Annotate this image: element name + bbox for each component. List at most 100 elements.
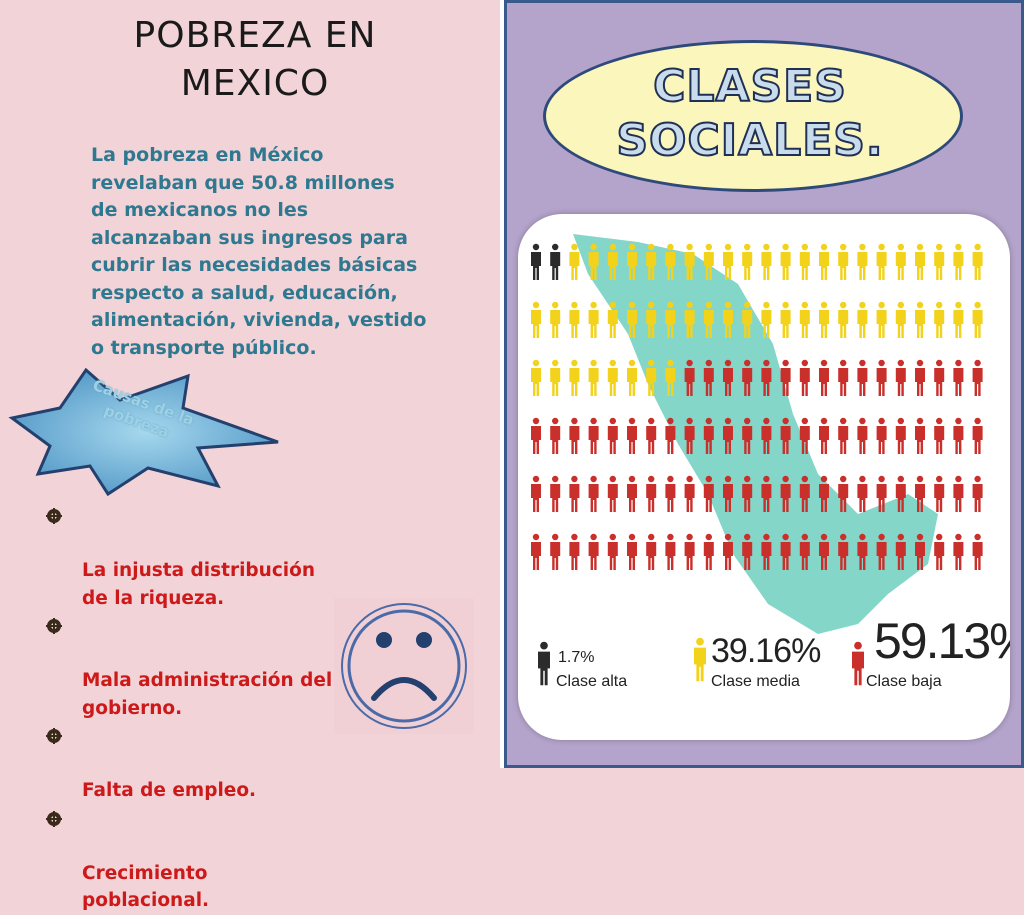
person-icon [703,243,714,280]
person-icon [531,359,541,396]
cause-text: Crecimiento poblacional. [82,862,210,912]
person-icon [723,243,733,280]
person-icon [569,301,580,338]
legend-item-media: 39.16% Clase media [694,632,822,690]
person-icon [684,533,695,570]
person-icon [742,417,753,454]
person-icon [819,359,829,396]
person-icon [538,641,550,686]
person-icon [761,533,772,570]
causes-list: La injusta distribución de la riqueza. M… [46,502,366,915]
person-icon [799,243,810,280]
person-icon [972,475,983,512]
person-icon [780,301,791,338]
person-icon [742,301,753,338]
person-icon [588,301,599,338]
gear-bullet-icon [46,618,62,634]
social-class-infographic: 1.7% Clase alta 39.16% Clase media 59.13… [518,214,1010,740]
person-icon [607,533,618,570]
person-icon [742,359,753,396]
person-icon [953,243,964,280]
person-icon [646,533,657,570]
person-icon [953,417,964,454]
gear-bullet-icon [46,508,62,524]
person-icon [761,475,772,512]
person-icon [934,301,945,338]
person-icon [607,475,618,512]
person-icon [857,533,868,570]
person-icon [646,417,657,454]
list-item: Mala administración del gobierno. [46,612,366,722]
cause-text: La injusta distribución de la riqueza. [82,560,316,609]
social-classes-heading: CLASES SOCIALES. [615,60,884,167]
person-icon [646,301,657,338]
person-icon [761,417,772,454]
sad-face-icon [334,598,474,734]
population-grid [531,243,983,570]
class-legend: 1.7% Clase alta 39.16% Clase media 59.13… [538,613,1010,690]
legend-pct: 1.7% [558,649,594,666]
infographic-canvas: 1.7% Clase alta 39.16% Clase media 59.13… [531,234,1010,690]
person-icon [742,475,753,512]
person-icon [838,475,849,512]
person-icon [972,533,983,570]
person-icon [588,533,599,570]
person-icon [838,243,849,280]
legend-item-baja: 59.13% Clase baja [852,613,1010,690]
person-icon [852,641,864,686]
cause-text: Mala administración del gobierno. [82,670,333,719]
person-icon [972,243,983,280]
person-icon [531,243,541,280]
person-icon [684,243,695,280]
person-icon [588,243,599,280]
person-icon [934,359,945,396]
person-icon [857,243,868,280]
person-icon [723,417,733,454]
legend-label: Clase baja [866,673,942,690]
cause-text: Falta de empleo. [82,780,257,801]
person-icon [838,301,849,338]
person-icon [684,417,695,454]
person-icon [665,475,676,512]
person-icon [838,417,849,454]
gear-bullet-icon [46,728,62,744]
person-icon [665,301,676,338]
poverty-paragraph: La pobreza en México revelaban que 50.8 … [91,144,427,359]
person-icon [531,417,541,454]
person-icon [665,359,676,396]
person-icon [607,417,618,454]
list-item: Falta de empleo. [46,722,366,805]
person-icon [665,417,676,454]
person-icon [838,359,849,396]
person-icon [876,475,887,512]
person-icon [569,243,580,280]
person-icon [588,359,599,396]
person-icon [895,533,906,570]
person-icon [742,243,753,280]
person-icon [953,359,964,396]
person-icon [761,359,772,396]
person-icon [780,359,791,396]
person-icon [550,301,561,338]
person-icon [627,243,637,280]
person-icon [538,641,550,686]
person-icon [876,417,887,454]
person-icon [972,301,983,338]
person-icon [915,359,925,396]
person-icon [857,301,868,338]
mexico-map-shape [573,234,938,634]
person-icon [915,301,925,338]
person-icon [799,533,810,570]
person-icon [799,417,810,454]
person-icon [915,533,925,570]
person-icon [531,301,541,338]
person-icon [569,475,580,512]
person-icon [838,533,849,570]
person-icon [550,417,561,454]
person-icon [627,301,637,338]
person-icon [819,417,829,454]
person-icon [684,475,695,512]
legend-label: Clase media [711,673,800,690]
person-icon [934,417,945,454]
person-icon [780,475,791,512]
